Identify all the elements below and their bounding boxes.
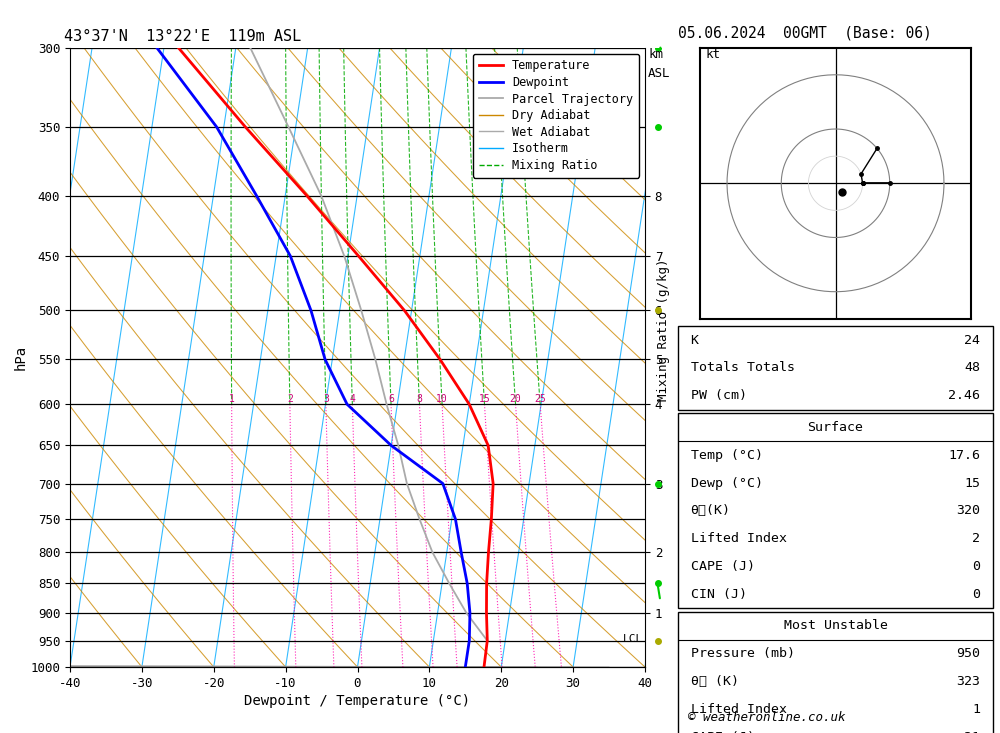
Text: km: km [648,48,663,61]
Text: 0: 0 [972,588,980,601]
Text: Surface: Surface [808,421,864,434]
Text: Most Unstable: Most Unstable [784,619,888,633]
Text: θᴇ (K): θᴇ (K) [691,675,739,688]
Text: ASL: ASL [648,67,670,81]
Text: θᴇ(K): θᴇ(K) [691,504,731,517]
Text: K: K [691,334,699,347]
Text: © weatheronline.co.uk: © weatheronline.co.uk [688,711,846,724]
Text: 05.06.2024  00GMT  (Base: 06): 05.06.2024 00GMT (Base: 06) [678,26,932,40]
Text: 950: 950 [956,647,980,660]
Text: 1: 1 [972,703,980,716]
Text: 323: 323 [956,675,980,688]
Text: 0: 0 [972,560,980,573]
Text: 320: 320 [956,504,980,517]
Text: 25: 25 [534,394,546,404]
Text: 43°37'N  13°22'E  119m ASL: 43°37'N 13°22'E 119m ASL [64,29,302,44]
Text: 21: 21 [964,731,980,733]
Text: CAPE (J): CAPE (J) [691,560,755,573]
Text: 15: 15 [479,394,490,404]
Text: 2.46: 2.46 [948,389,980,402]
Text: 17.6: 17.6 [948,449,980,462]
Text: CAPE (J): CAPE (J) [691,731,755,733]
Text: Lifted Index: Lifted Index [691,532,787,545]
Text: 6: 6 [388,394,394,404]
Text: 1: 1 [229,394,235,404]
Text: 20: 20 [510,394,521,404]
Text: 48: 48 [964,361,980,375]
Text: 24: 24 [964,334,980,347]
Text: Dewp (°C): Dewp (°C) [691,476,763,490]
Text: Totals Totals: Totals Totals [691,361,795,375]
Text: 10: 10 [436,394,448,404]
Text: 15: 15 [964,476,980,490]
Text: Lifted Index: Lifted Index [691,703,787,716]
Text: 3: 3 [323,394,329,404]
X-axis label: Dewpoint / Temperature (°C): Dewpoint / Temperature (°C) [244,694,471,708]
Text: Mixing Ratio (g/kg): Mixing Ratio (g/kg) [657,259,670,401]
Legend: Temperature, Dewpoint, Parcel Trajectory, Dry Adiabat, Wet Adiabat, Isotherm, Mi: Temperature, Dewpoint, Parcel Trajectory… [473,54,639,177]
Text: 8: 8 [417,394,422,404]
Text: LCL: LCL [623,634,643,644]
Text: PW (cm): PW (cm) [691,389,747,402]
Text: 2: 2 [972,532,980,545]
Text: kt: kt [705,48,720,62]
Text: 4: 4 [349,394,355,404]
Text: 2: 2 [287,394,293,404]
Text: Pressure (mb): Pressure (mb) [691,647,795,660]
Text: Temp (°C): Temp (°C) [691,449,763,462]
Y-axis label: hPa: hPa [14,345,28,370]
Text: CIN (J): CIN (J) [691,588,747,601]
